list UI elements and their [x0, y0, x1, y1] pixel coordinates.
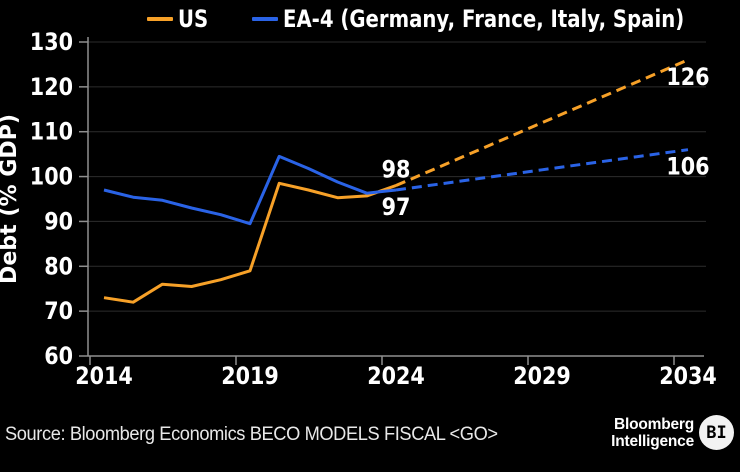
x-tick-label: 2034: [659, 362, 717, 390]
us-value-label: 126: [666, 63, 709, 91]
us-line-history: [103, 181, 397, 304]
x-tick-label: 2014: [75, 362, 133, 390]
ea4-line-history: [103, 154, 397, 226]
legend-label: EA-4 (Germany, France, Italy, Spain): [283, 5, 685, 33]
x-tick-label: 2024: [367, 362, 425, 390]
bi-logo-icon: BI: [699, 415, 734, 450]
debt-line-chart: 60 70 80 90 100 110 120 130 2014 2019 2024 2029 2034…: [0, 28, 717, 390]
y-tick-label: 100: [30, 163, 73, 191]
ea4-legend-dash-icon: [252, 17, 278, 21]
brand-line-1: Bloomberg: [613, 416, 694, 433]
legend: US EA-4 (Germany, France, Italy, Spain): [0, 0, 740, 36]
us-line-forecast: [395, 58, 689, 187]
bloomberg-intelligence-wordmark: Bloomberg Intelligence: [611, 416, 694, 450]
us-value-label: 98: [382, 156, 411, 184]
ea4-value-label: 106: [666, 153, 709, 181]
y-tick-label: 70: [44, 297, 73, 325]
footer: Source: Bloomberg Economics BECO MODELS …: [0, 414, 740, 472]
x-tick-label: 2029: [513, 362, 571, 390]
y-axis-title: Debt (% GDP): [0, 114, 22, 284]
legend-item-ea4: EA-4 (Germany, France, Italy, Spain): [252, 5, 740, 33]
bi-logo-text: BI: [706, 422, 727, 443]
source-text: Source: Bloomberg Economics BECO MODELS …: [5, 424, 498, 445]
ea4-line-forecast: [395, 148, 689, 192]
us-legend-dash-icon: [147, 17, 173, 21]
ea4-value-label: 97: [382, 193, 411, 221]
brand-line-2: Intelligence: [611, 432, 694, 450]
legend-item-us: US: [147, 5, 215, 33]
y-tick-label: 120: [30, 73, 73, 101]
legend-label: US: [178, 5, 209, 33]
y-tick-label: 110: [30, 118, 73, 146]
y-tick-label: 90: [44, 207, 73, 235]
y-tick-label: 80: [44, 252, 73, 280]
x-tick-label: 2019: [221, 362, 279, 390]
y-tick-label: 60: [44, 342, 73, 370]
y-tick-label: 130: [30, 28, 73, 56]
